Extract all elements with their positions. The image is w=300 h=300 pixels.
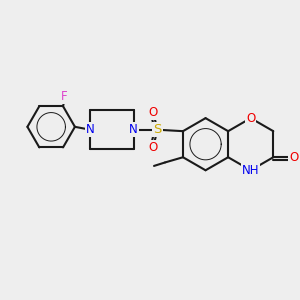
Text: N: N — [129, 123, 138, 136]
Text: F: F — [61, 91, 68, 103]
Text: S: S — [153, 123, 162, 136]
Text: O: O — [148, 106, 158, 119]
Text: NH: NH — [242, 164, 260, 177]
Text: O: O — [148, 141, 158, 154]
Text: O: O — [246, 112, 255, 124]
Text: N: N — [86, 123, 95, 136]
Text: O: O — [289, 151, 298, 164]
